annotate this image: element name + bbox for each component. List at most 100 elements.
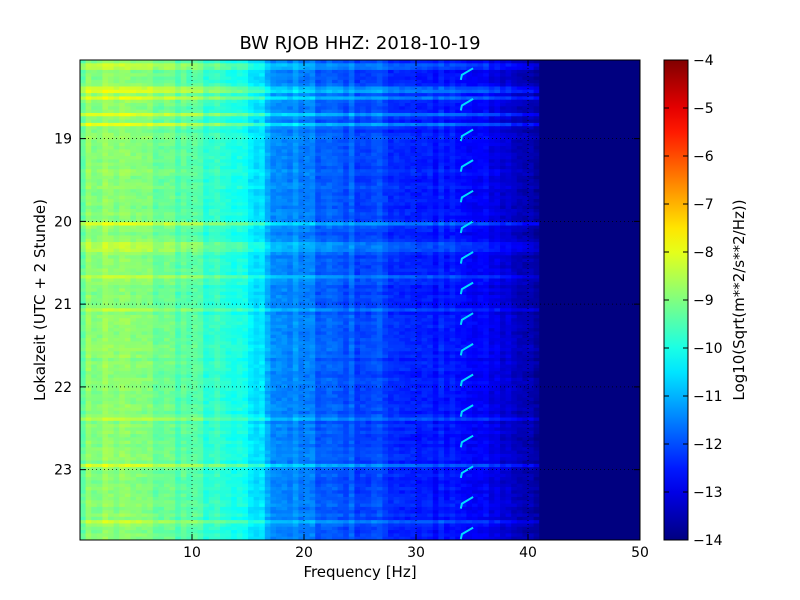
heatmap-cell <box>628 89 635 94</box>
heatmap-cell <box>281 89 288 94</box>
heatmap-cell <box>337 79 344 84</box>
heatmap-cell <box>119 66 126 71</box>
heatmap-cell <box>516 96 523 101</box>
heatmap-cell <box>371 93 378 98</box>
heatmap-cell <box>102 109 109 114</box>
heatmap-cell <box>416 103 423 107</box>
heatmap-cell <box>556 103 563 107</box>
heatmap-cell <box>382 86 389 91</box>
heatmap-cell <box>320 99 327 104</box>
heatmap-cell <box>315 93 322 98</box>
heatmap-cell <box>276 69 283 74</box>
heatmap-cell <box>561 76 568 81</box>
heatmap-cell <box>164 93 171 98</box>
heatmap-cell <box>617 86 624 91</box>
heatmap-cell <box>544 60 551 64</box>
heatmap-cell <box>600 109 607 114</box>
heatmap-cell <box>315 103 322 107</box>
heatmap-cell <box>421 106 428 111</box>
heatmap-cell <box>236 79 243 84</box>
heatmap-cell <box>236 83 243 88</box>
heatmap-cell <box>208 66 215 71</box>
heatmap-cell <box>192 60 199 64</box>
heatmap-cell <box>550 73 557 78</box>
heatmap-cell <box>444 109 451 114</box>
heatmap-cell <box>248 69 255 74</box>
heatmap-cell <box>85 93 92 98</box>
heatmap-cell <box>444 63 451 68</box>
heatmap-cell <box>147 63 154 68</box>
heatmap-cell <box>242 66 249 71</box>
heatmap-cell <box>276 66 283 71</box>
heatmap-cell <box>371 60 378 64</box>
heatmap-cell <box>572 93 579 98</box>
heatmap-cell <box>259 73 266 78</box>
heatmap-cell <box>578 99 585 104</box>
heatmap-cell <box>505 73 512 78</box>
heatmap-cell <box>141 73 148 78</box>
heatmap-cell <box>337 76 344 81</box>
heatmap-cell <box>203 99 210 104</box>
heatmap-cell <box>589 73 596 78</box>
heatmap-cell <box>556 76 563 81</box>
heatmap-cell <box>382 93 389 98</box>
heatmap-cell <box>102 69 109 74</box>
heatmap-cell <box>348 63 355 68</box>
heatmap-cell <box>472 89 479 94</box>
heatmap-cell <box>365 76 372 81</box>
heatmap-cell <box>550 89 557 94</box>
heatmap-cell <box>427 79 434 84</box>
heatmap-cell <box>376 86 383 91</box>
heatmap-cell <box>130 89 137 94</box>
heatmap-cell <box>572 106 579 111</box>
heatmap-cell <box>220 69 227 74</box>
heatmap-cell <box>455 86 462 91</box>
heatmap-cell <box>544 66 551 71</box>
heatmap-cell <box>332 86 339 91</box>
heatmap-cell <box>169 86 176 91</box>
heatmap-cell <box>393 89 400 94</box>
heatmap-cell <box>528 79 535 84</box>
heatmap-cell <box>270 73 277 78</box>
heatmap-cell <box>309 106 316 111</box>
heatmap-cell <box>589 99 596 104</box>
heatmap-cell <box>500 76 507 81</box>
heatmap-cell <box>472 66 479 71</box>
heatmap-cell <box>304 103 311 107</box>
heatmap-cell <box>91 109 98 114</box>
heatmap-cell <box>360 103 367 107</box>
heatmap-cell <box>186 63 193 68</box>
heatmap-cell <box>175 86 182 91</box>
heatmap-cell <box>522 66 529 71</box>
heatmap-cell <box>276 109 283 114</box>
heatmap-cell <box>119 60 126 64</box>
heatmap-cell <box>203 106 210 111</box>
heatmap-cell <box>220 109 227 114</box>
heatmap-cell <box>96 109 103 114</box>
heatmap-cell <box>242 106 249 111</box>
heatmap-cell <box>248 93 255 98</box>
heatmap-cell <box>460 109 467 114</box>
heatmap-cell <box>309 89 316 94</box>
heatmap-cell <box>444 96 451 101</box>
heatmap-cell <box>343 93 350 98</box>
heatmap-cell <box>231 63 238 68</box>
heatmap-cell <box>130 116 137 121</box>
heatmap-cell <box>292 103 299 107</box>
heatmap-cell <box>578 73 585 78</box>
heatmap-cell <box>617 73 624 78</box>
heatmap-cell <box>578 76 585 81</box>
heatmap-cell <box>466 60 473 64</box>
heatmap-cell <box>186 112 193 117</box>
heatmap-cell <box>416 60 423 64</box>
heatmap-cell <box>388 96 395 101</box>
heatmap-cell <box>180 109 187 114</box>
heatmap-cell <box>623 106 630 111</box>
heatmap-cell <box>208 76 215 81</box>
heatmap-cell <box>119 73 126 78</box>
heatmap-cell <box>264 112 271 117</box>
heatmap-cell <box>589 76 596 81</box>
heatmap-cell <box>348 99 355 104</box>
heatmap-cell <box>572 60 579 64</box>
heatmap-cell <box>522 96 529 101</box>
